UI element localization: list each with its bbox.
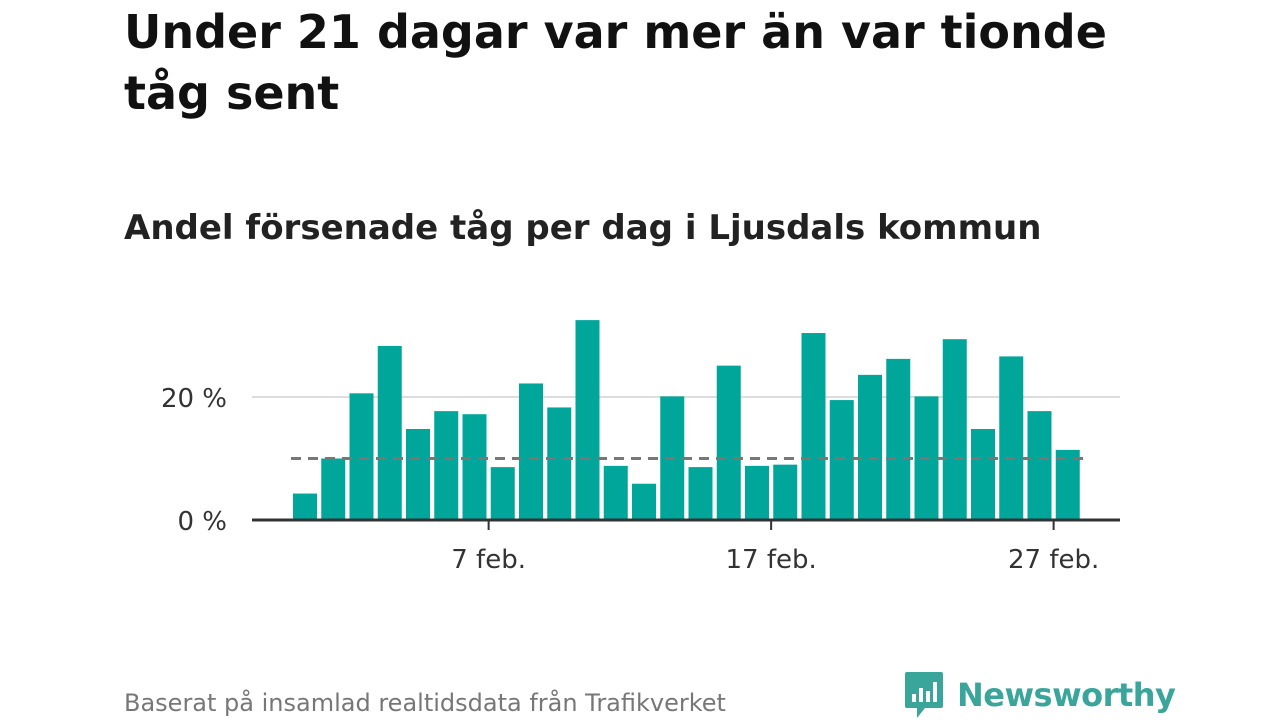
newsworthy-logo-icon — [905, 672, 943, 718]
bar — [462, 414, 487, 520]
bar — [942, 339, 967, 520]
bar — [716, 365, 741, 520]
bar-chart: 0 % 20 % 7 feb. 17 feb. 27 feb. — [161, 320, 1120, 575]
x-tick-label: 17 feb. — [725, 545, 816, 575]
bar — [886, 358, 911, 520]
bar — [1055, 449, 1080, 520]
bar — [858, 374, 882, 520]
bar — [1027, 411, 1052, 520]
bar — [999, 356, 1024, 520]
source-note: Baserat på insamlad realtidsdata från Tr… — [124, 689, 726, 717]
bar — [632, 483, 656, 520]
bar — [971, 428, 995, 520]
bar — [801, 333, 826, 520]
y-tick-label: 20 % — [161, 384, 227, 414]
bar — [406, 428, 430, 520]
chart-title: Under 21 dagar var mer än var tionde tåg… — [124, 5, 1107, 120]
bar — [603, 465, 628, 520]
bar — [745, 465, 769, 520]
chart-subtitle: Andel försenade tåg per dag i Ljusdals k… — [124, 208, 1042, 248]
bar — [349, 393, 374, 520]
bar — [829, 400, 854, 520]
y-tick-label: 0 % — [177, 507, 227, 537]
bar — [519, 383, 543, 520]
bar — [773, 464, 798, 520]
bar — [293, 493, 317, 520]
x-tick-label: 27 feb. — [1008, 545, 1099, 575]
bar — [321, 458, 346, 520]
bar — [575, 320, 600, 520]
bar — [490, 467, 515, 520]
bar — [688, 467, 713, 520]
newsworthy-logo: Newsworthy — [903, 670, 1176, 720]
bar — [434, 411, 459, 520]
bar — [547, 407, 572, 520]
bar — [377, 345, 402, 520]
newsworthy-logo-text: Newsworthy — [957, 676, 1176, 714]
x-tick-label: 7 feb. — [451, 545, 526, 575]
